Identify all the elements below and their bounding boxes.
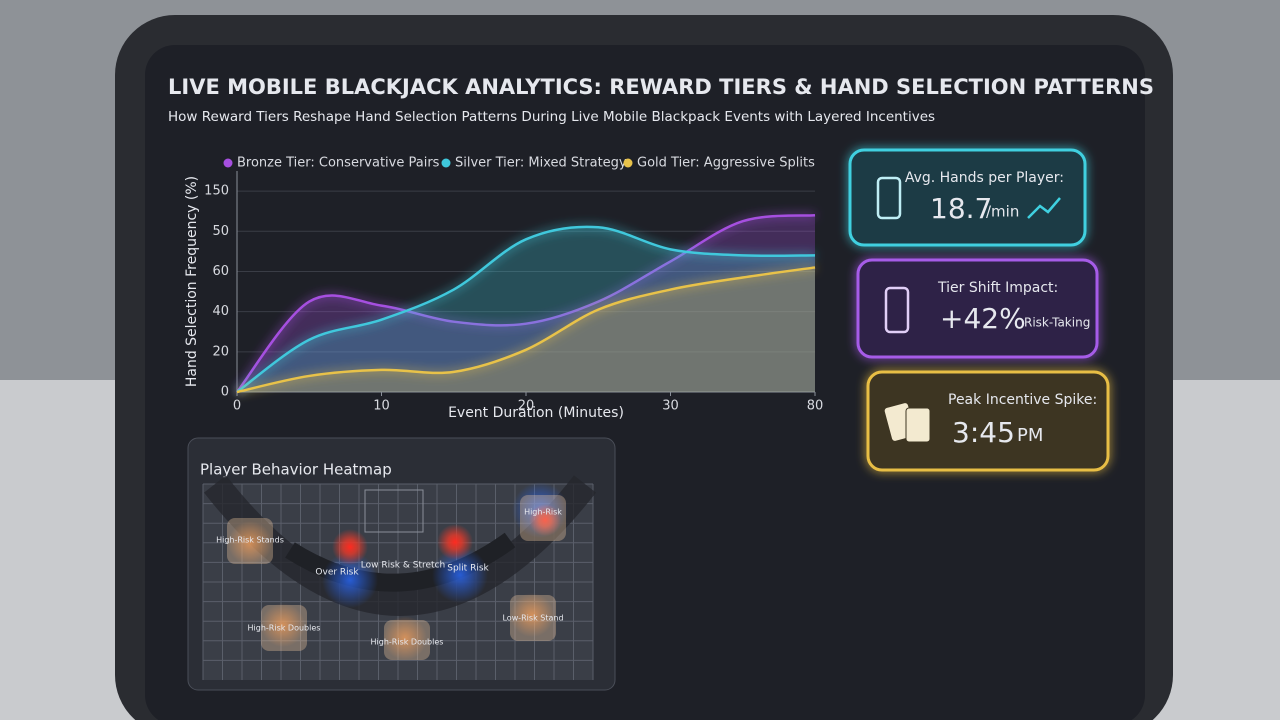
card-unit: /min xyxy=(986,203,1019,221)
heat-spot xyxy=(228,521,272,565)
heat-spot xyxy=(510,593,554,637)
seat xyxy=(510,595,556,641)
x-tick-label: 80 xyxy=(807,399,824,414)
card-label: Tier Shift Impact: xyxy=(937,280,1058,296)
y-tick-label: 0 xyxy=(221,385,229,400)
line xyxy=(236,225,816,394)
y-tick-label: 20 xyxy=(212,344,229,359)
heat-spot xyxy=(261,603,305,647)
card-value: 3:45 xyxy=(952,416,1015,449)
card-unit: Risk-Taking xyxy=(1024,316,1090,330)
phone-icon xyxy=(884,286,910,334)
seat xyxy=(261,605,307,651)
dealer-area xyxy=(364,489,424,533)
area xyxy=(237,267,815,392)
legend-label: Bronze Tier: Conservative Pairs xyxy=(237,156,440,171)
phone-icon xyxy=(876,176,902,220)
heatmap-label: High-Risk xyxy=(524,508,562,517)
stat-card: Tier Shift Impact: +42% Risk-Taking xyxy=(856,258,1099,359)
y-tick-label: 150 xyxy=(204,184,229,199)
trend-icon xyxy=(1027,197,1061,219)
y-tick-label: 60 xyxy=(212,264,229,279)
heatmap-label: Low Risk & Stretch xyxy=(361,561,445,571)
card-value: +42% xyxy=(940,302,1026,335)
heat-spot xyxy=(437,524,473,560)
y-axis-label: Hand Selection Frequency (%) xyxy=(184,176,200,387)
y-tick-label: 50 xyxy=(212,224,229,239)
stat-card: Avg. Hands per Player: 18.7 /min xyxy=(848,148,1087,247)
card-frame xyxy=(848,148,1087,247)
chart: 0 20 40 60 50 150 0 10 20 30 80 Event Duration (Min… xyxy=(184,156,823,422)
heat-spot xyxy=(383,616,427,660)
stat-card: Peak Incentive Spike: 3:45 PM xyxy=(866,370,1110,472)
heatmap-title: Player Behavior Heatmap xyxy=(200,461,392,479)
table-arc xyxy=(285,532,516,592)
seat xyxy=(227,518,273,564)
x-tick-label: 20 xyxy=(518,399,535,414)
line xyxy=(236,213,816,393)
heatmap-label: High-Risk Stands xyxy=(216,536,284,545)
seat xyxy=(520,495,566,541)
heatmap-label: Over Risk xyxy=(315,568,359,578)
legend-swatch xyxy=(623,158,633,168)
page-subtitle: How Reward Tiers Reshape Hand Selection … xyxy=(168,109,935,125)
y-tick-label: 40 xyxy=(212,304,229,319)
x-tick-label: 0 xyxy=(233,399,241,414)
area xyxy=(237,215,815,392)
heatmap-label: High-Risk Doubles xyxy=(248,624,321,633)
page-title: LIVE MOBILE BLACKJACK ANALYTICS: REWARD … xyxy=(168,75,1154,99)
heatmap-panel: Player Behavior Heatmap High-Risk Stands… xyxy=(187,437,616,691)
card-frame xyxy=(866,370,1110,472)
heat-spot xyxy=(332,529,368,565)
heatmap-label: High-Risk Doubles xyxy=(371,638,444,647)
card-label: Peak Incentive Spike: xyxy=(948,392,1097,408)
legend-swatch xyxy=(441,158,451,168)
seat xyxy=(384,620,430,660)
legend-swatch xyxy=(223,158,233,168)
area xyxy=(237,226,815,392)
card-unit: PM xyxy=(1017,425,1043,446)
card-value: 18.7 xyxy=(930,192,992,225)
x-axis-label: Event Duration (Minutes) xyxy=(448,405,624,421)
x-tick-label: 10 xyxy=(373,399,390,414)
heat-spot xyxy=(322,552,378,608)
x-tick-label: 30 xyxy=(662,399,679,414)
heatmap-label: Split Risk xyxy=(447,564,489,574)
card-icon xyxy=(905,407,931,443)
line xyxy=(236,266,816,394)
legend-label: Silver Tier: Mixed Strategy xyxy=(455,156,627,171)
card-frame xyxy=(856,258,1099,359)
legend-label: Gold Tier: Aggressive Splits xyxy=(637,156,815,171)
card-label: Avg. Hands per Player: xyxy=(905,170,1064,186)
heat-spot xyxy=(529,504,561,536)
heat-spot xyxy=(432,547,488,603)
heatmap-label: Low-Risk Stand xyxy=(502,614,563,623)
